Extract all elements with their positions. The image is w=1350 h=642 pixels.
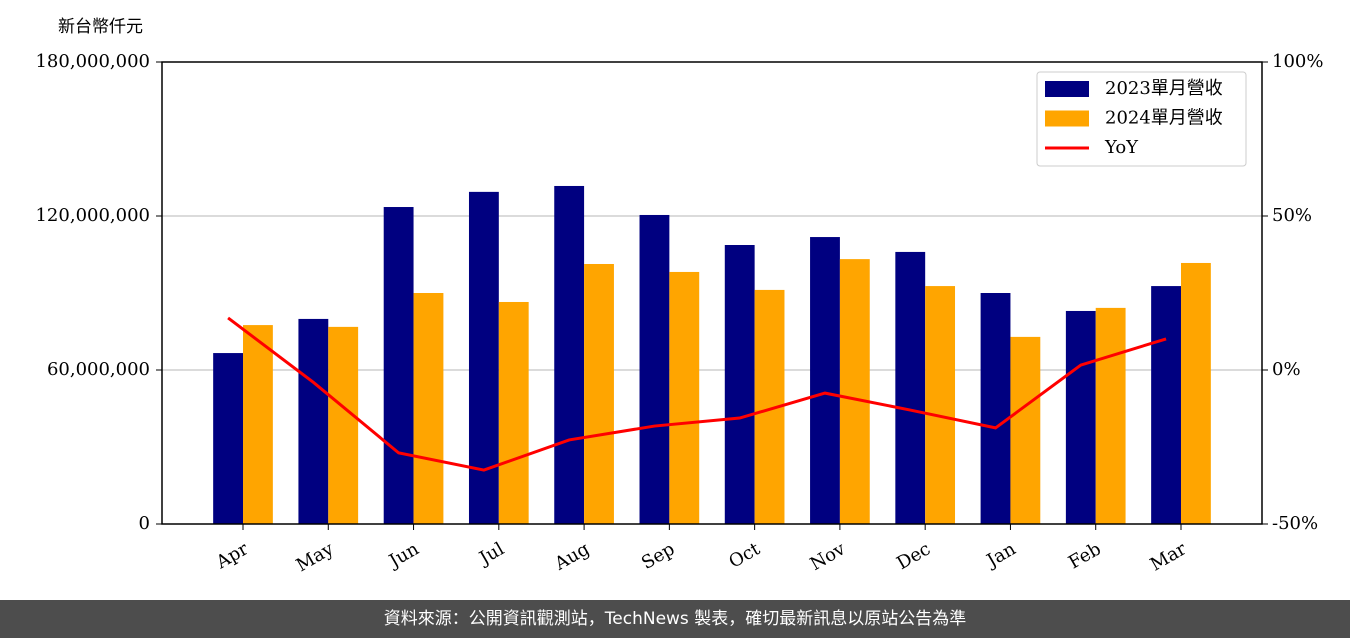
y-tick-label: 180,000,000	[35, 51, 150, 72]
line	[227, 316, 1167, 472]
x-tick-label: Apr	[212, 538, 252, 573]
y-tick-label: 60,000,000	[47, 359, 150, 380]
bar	[554, 185, 585, 524]
legend-swatch	[1045, 110, 1089, 127]
bar	[839, 259, 870, 524]
x-tick-label: Sep	[638, 538, 678, 573]
x-tick-label: Nov	[807, 538, 850, 575]
bar	[243, 325, 273, 524]
footer-bar	[0, 600, 1350, 638]
legend-label: YoY	[1104, 137, 1139, 158]
y-tick-label: 0	[139, 513, 150, 534]
x-tick-label: Feb	[1065, 538, 1105, 573]
bar	[498, 301, 529, 524]
bar	[413, 293, 444, 524]
bar	[810, 237, 840, 524]
x-tick-label: Jan	[982, 538, 1020, 572]
x-tick-label: Jul	[474, 538, 508, 570]
y-tick-label: 120,000,000	[35, 205, 150, 226]
y2-tick-label: 100%	[1272, 51, 1323, 72]
bar	[980, 293, 1011, 524]
bar	[1010, 336, 1041, 524]
y2-tick-label: -50%	[1272, 513, 1318, 534]
x-tick-label: Jun	[384, 538, 423, 573]
bar	[639, 214, 670, 524]
x-tick-label: May	[293, 538, 338, 576]
y2-tick-label: 0%	[1272, 359, 1301, 380]
bar	[925, 286, 956, 524]
legend-label: 2024單月營收	[1105, 108, 1223, 129]
x-tick-label: Dec	[893, 538, 934, 574]
legend-box	[1036, 71, 1247, 167]
x-tick-label: Oct	[725, 538, 764, 573]
bar	[724, 245, 755, 524]
legend-label: 2023單月營收	[1105, 78, 1223, 99]
y2-tick-label: 50%	[1272, 205, 1312, 226]
bar	[669, 271, 700, 524]
bar	[383, 207, 414, 524]
legend-swatch	[1045, 81, 1089, 97]
bar	[1180, 262, 1211, 524]
plot-frame	[161, 61, 1263, 525]
footer-text: 資料來源：公開資訊觀測站，TechNews 製表，確切最新訊息以原站公告為準	[384, 609, 966, 629]
bar	[298, 318, 329, 524]
bar	[1151, 286, 1181, 524]
bar	[468, 191, 499, 524]
bar	[584, 263, 614, 524]
bar	[1095, 307, 1126, 524]
bar	[328, 326, 359, 524]
bar	[895, 251, 926, 524]
x-tick-label: Aug	[550, 538, 593, 575]
x-tick-label: Mar	[1147, 538, 1191, 575]
bar	[1065, 310, 1096, 524]
bar	[213, 353, 244, 524]
y-axis-label: 新台幣仟元	[58, 17, 143, 37]
